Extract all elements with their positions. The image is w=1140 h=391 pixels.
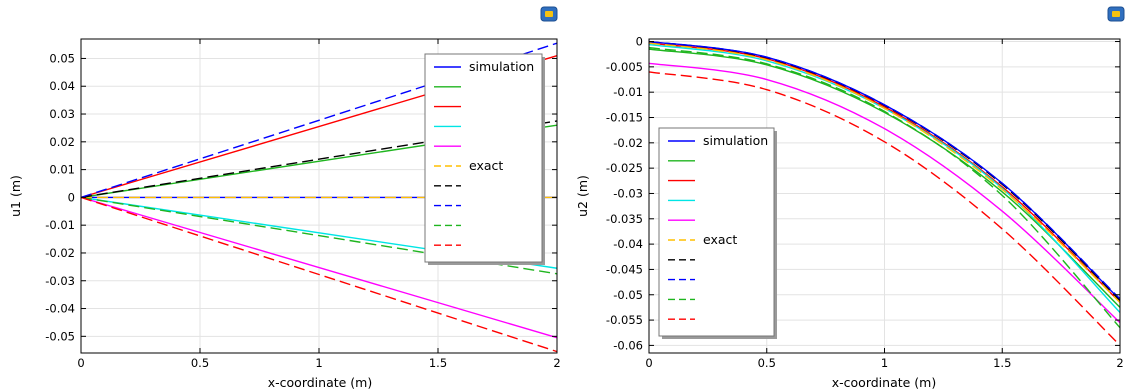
u1-legend-label-0: simulation: [469, 59, 534, 74]
u1-y-tick-label-8: -0.03: [45, 274, 75, 288]
u2-x-tick-label-3: 1.5: [993, 356, 1011, 370]
u1-y-tick-label-10: -0.05: [45, 329, 75, 343]
u2-y-tick-label-6: -0.03: [613, 186, 643, 200]
u1-series-9-line: [80, 196, 558, 353]
u1-chart-ylabel: u1 (m): [8, 175, 23, 217]
u2-y-tick-label-2: -0.01: [613, 85, 643, 99]
app-logo-icon: [540, 6, 558, 22]
u2-series-9-line: [648, 71, 1121, 346]
u2-series-5-line: [648, 42, 1121, 303]
u2-y-tick-label-7: -0.035: [606, 212, 643, 226]
app-logo-icon-center: [545, 11, 553, 17]
u2-y-tick-label-9: -0.045: [606, 262, 643, 276]
u2-series-3-line: [648, 43, 1121, 313]
u1-x-tick-label-2: 1: [315, 356, 322, 370]
u1-y-tick-label-4: 0.01: [49, 163, 75, 177]
u1-y-tick-label-7: -0.02: [45, 246, 75, 260]
u2-y-tick-label-12: -0.06: [613, 338, 643, 352]
app-logo-icon: [1107, 6, 1125, 22]
u2-y-tick-label-0: 0: [636, 35, 643, 49]
u2-y-tick-label-10: -0.05: [613, 288, 643, 302]
u1-chart-xlabel: x-coordinate (m): [268, 375, 372, 390]
u1-y-tick-label-0: 0.05: [49, 51, 75, 65]
u2-chart: x-coordinate (m) u2 (m) 0 0.5 1 1.5 2 0 -0.005…: [575, 6, 1125, 390]
u2-legend-label-0: simulation: [703, 133, 768, 148]
u1-y-tick-label-9: -0.04: [45, 302, 75, 316]
u2-chart-xlabel: x-coordinate (m): [832, 375, 936, 390]
u2-series-2-line: [648, 42, 1121, 303]
u2-y-tick-label-1: -0.005: [606, 60, 643, 74]
u1-y-tick-label-5: 0: [68, 190, 75, 204]
u2-x-tick-label-4: 2: [1116, 356, 1123, 370]
u2-y-tick-label-11: -0.055: [606, 313, 643, 327]
u2-legend-box: [658, 127, 775, 337]
u2-y-tick-label-4: -0.02: [613, 136, 643, 150]
u1-legend-box: [424, 53, 543, 263]
u1-x-tick-label-3: 1.5: [429, 356, 447, 370]
u2-legend-label-5: exact: [703, 232, 737, 247]
u1-x-tick-label-4: 2: [553, 356, 560, 370]
u1-y-tick-label-1: 0.04: [49, 79, 75, 93]
u1-chart: x-coordinate (m) u1 (m) 0 0.5 1 1.5 2 0.05 0.0…: [8, 6, 561, 390]
u2-x-tick-label-1: 0.5: [758, 356, 776, 370]
u2-y-tick-label-8: -0.04: [613, 237, 643, 251]
u1-legend-label-5: exact: [469, 158, 503, 173]
u1-y-tick-label-3: 0.02: [49, 135, 75, 149]
u2-y-tick-label-5: -0.025: [606, 161, 643, 175]
u2-chart-ylabel: u2 (m): [575, 175, 590, 217]
u1-x-tick-label-0: 0: [77, 356, 84, 370]
u1-y-tick-label-2: 0.03: [49, 107, 75, 121]
u1-x-tick-label-1: 0.5: [191, 356, 209, 370]
u2-series-4-line: [648, 62, 1121, 324]
u2-series-8-line: [648, 46, 1121, 329]
u2-y-tick-label-3: -0.015: [606, 111, 643, 125]
u2-x-tick-label-2: 1: [881, 356, 888, 370]
u1-y-tick-label-6: -0.01: [45, 218, 75, 232]
app-logo-icon-center: [1112, 11, 1120, 17]
u2-series-7-line: [648, 40, 1121, 300]
u2-x-tick-label-0: 0: [645, 356, 652, 370]
u1-series-4-line: [80, 196, 558, 339]
